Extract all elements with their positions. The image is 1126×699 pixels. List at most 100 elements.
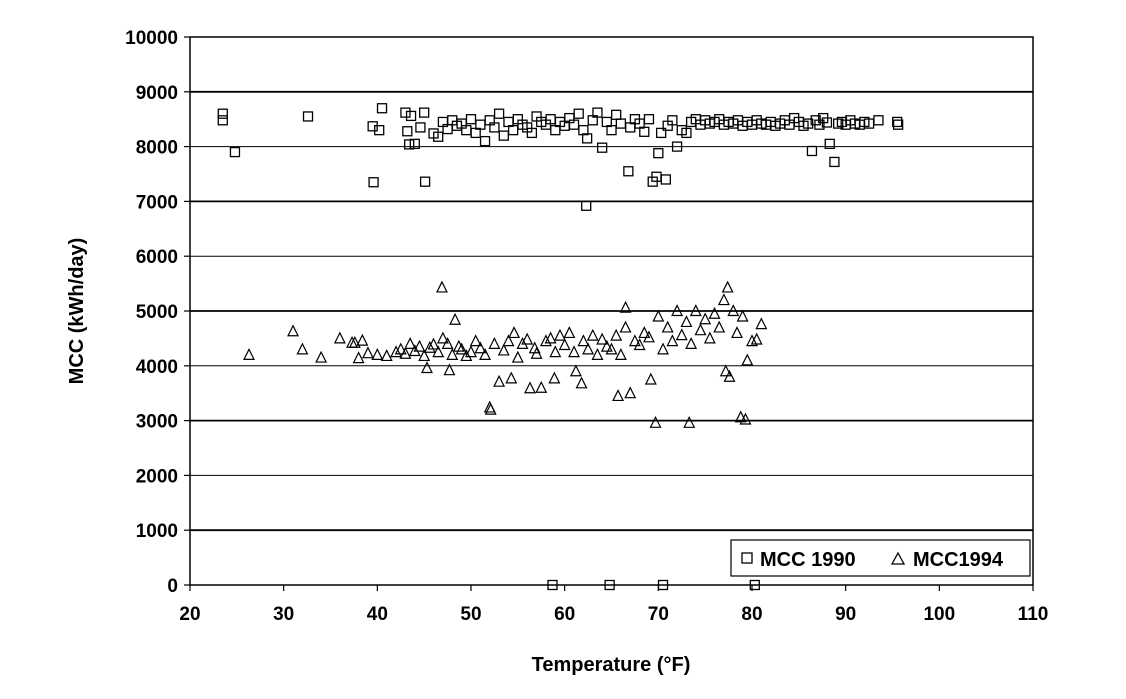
point-mcc1994-84 (671, 304, 684, 317)
point-mcc1994-101 (734, 410, 747, 423)
point-mcc1994-7 (352, 351, 365, 364)
point-mcc-1990-105 (824, 138, 835, 150)
point-mcc1994-100 (731, 326, 743, 339)
point-mcc1994-66 (600, 339, 613, 352)
point-mcc-1990-5 (368, 177, 379, 188)
point-mcc1994-2 (296, 342, 309, 355)
legend: MCC 1990 MCC1994 (730, 539, 1031, 577)
point-mcc1994-59 (569, 364, 582, 377)
point-mcc1994-106 (750, 332, 763, 345)
point-mcc1994-40 (497, 343, 510, 356)
point-mcc1994-31 (460, 349, 473, 362)
point-mcc-1990-2 (229, 146, 241, 158)
legend-label-mcc-1990: MCC 1990 (760, 549, 856, 571)
point-mcc1994-38 (488, 337, 501, 349)
x-tick-label-50: 50 (460, 604, 481, 625)
point-mcc1994-26 (443, 363, 456, 376)
point-mcc-1990-106 (829, 156, 840, 168)
point-mcc-1990-71 (671, 141, 683, 152)
point-mcc1994-52 (544, 331, 557, 344)
point-mcc-1990-37 (526, 127, 538, 139)
point-mcc1994-14 (399, 346, 412, 359)
point-mcc1994-102 (736, 309, 749, 322)
point-mcc1994-13 (394, 342, 407, 355)
point-mcc1994-53 (548, 371, 561, 384)
point-mcc1994-92 (703, 331, 716, 344)
point-mcc-1990-67 (655, 127, 667, 139)
point-mcc1994-93 (708, 306, 721, 319)
point-mcc-1990-6 (374, 125, 385, 136)
point-mcc-1990-104 (821, 117, 833, 128)
point-mcc1994-107 (755, 317, 768, 330)
legend-box (730, 539, 1031, 577)
gridlines (190, 90, 1033, 532)
point-mcc-1990-8 (400, 107, 411, 118)
point-mcc1994-0 (243, 347, 255, 360)
x-tick-label-70: 70 (648, 604, 669, 625)
point-mcc1994-20 (423, 340, 436, 353)
point-mcc1994-51 (539, 334, 552, 347)
point-mcc1994-74 (628, 334, 641, 347)
point-mcc1994-57 (563, 326, 576, 339)
point-mcc1994-10 (371, 347, 384, 360)
point-mcc1994-78 (644, 372, 657, 385)
point-mcc1994-6 (348, 335, 361, 348)
point-mcc1994-37 (484, 402, 497, 415)
point-mcc-1990-31 (498, 130, 509, 141)
point-mcc1994-39 (493, 374, 506, 387)
point-mcc-1990-24 (465, 114, 477, 125)
point-mcc1994-96 (721, 280, 734, 293)
point-mcc1994-99 (727, 304, 740, 317)
point-mcc-1990-53 (596, 142, 608, 153)
point-mcc-1990-115 (873, 115, 884, 126)
point-mcc-1990-57 (615, 118, 627, 129)
point-mcc1994-47 (524, 381, 536, 394)
point-mcc1994-18 (418, 349, 431, 362)
point-mcc-1990-102 (814, 119, 825, 130)
point-mcc1994-77 (642, 330, 655, 343)
point-mcc1994-49 (530, 346, 543, 359)
point-mcc1994-11 (380, 349, 393, 362)
point-mcc1994-56 (558, 338, 571, 351)
point-mcc1994-15 (404, 337, 417, 349)
point-mcc1994-95 (717, 293, 730, 306)
point-mcc1994-45 (516, 337, 529, 349)
point-mcc-1990-11 (405, 110, 417, 122)
point-mcc-1990-119 (604, 579, 615, 591)
point-mcc-1990-7 (376, 103, 388, 114)
point-mcc-1990-73 (681, 127, 692, 139)
point-mcc1994-8 (356, 333, 369, 346)
point-mcc1994-103 (739, 412, 752, 425)
point-mcc1994-33 (469, 334, 482, 347)
point-mcc-1990-15 (419, 176, 431, 187)
point-mcc-1990-9 (402, 126, 413, 137)
y-axis-title: MCC (kWh/day) (66, 238, 88, 385)
point-mcc1994-75 (633, 338, 646, 351)
x-tick-label-100: 100 (923, 604, 955, 625)
point-mcc-1990-70 (667, 115, 678, 126)
y-tick-label-7000: 7000 (136, 192, 178, 213)
point-mcc1994-46 (521, 332, 534, 345)
point-mcc-1990-121 (749, 579, 760, 591)
point-mcc1994-3 (315, 350, 328, 363)
point-mcc1994-24 (436, 331, 449, 344)
point-mcc1994-42 (505, 371, 518, 384)
point-mcc-1990-48 (578, 125, 589, 136)
y-tick-label-6000: 6000 (136, 247, 178, 268)
point-mcc1994-81 (657, 342, 669, 355)
point-mcc1994-91 (699, 312, 712, 325)
point-mcc1994-28 (449, 312, 462, 325)
point-mcc1994-27 (446, 347, 459, 360)
point-mcc-1990-4 (367, 121, 378, 132)
point-mcc1994-1 (287, 324, 300, 337)
point-mcc1994-63 (586, 328, 599, 341)
point-mcc1994-9 (361, 346, 374, 359)
point-mcc1994-35 (479, 347, 492, 360)
x-axis-title: Temperature (°F) (532, 654, 691, 676)
point-mcc1994-98 (723, 369, 736, 382)
point-mcc-1990-50 (581, 200, 592, 211)
point-mcc1994-86 (680, 315, 693, 328)
point-mcc-1990-58 (623, 166, 634, 177)
point-mcc1994-29 (452, 339, 465, 352)
